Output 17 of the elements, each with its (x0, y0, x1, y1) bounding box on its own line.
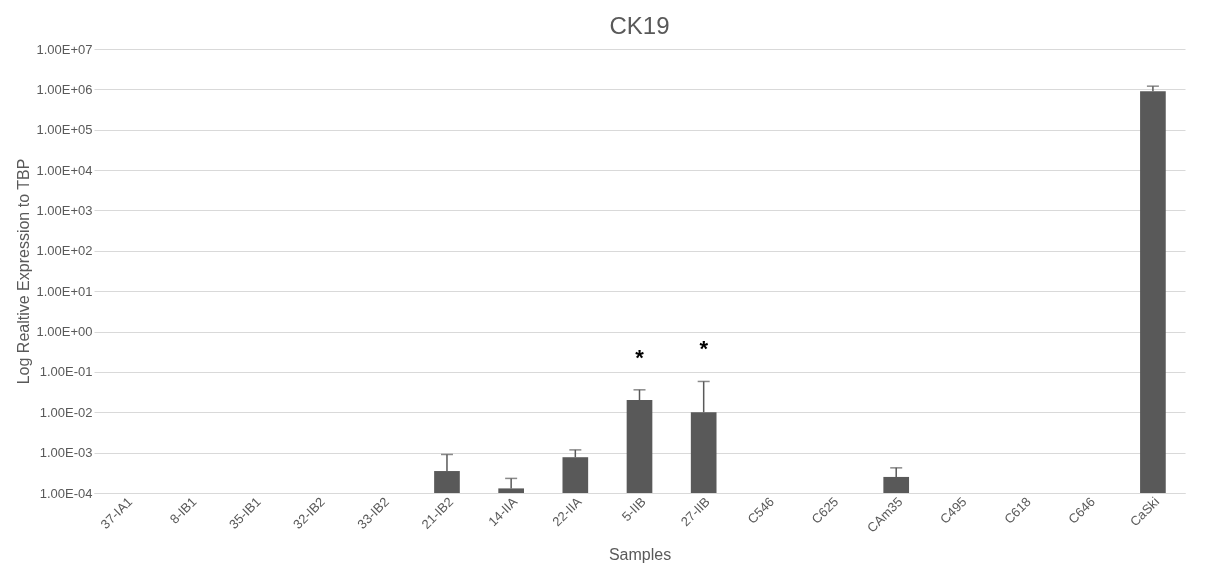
y-tick-label: 1.00E+04 (36, 162, 93, 178)
y-tick-label: 1.00E+00 (36, 324, 93, 340)
chart-title: CK19 (609, 12, 670, 39)
y-tick-label: 1.00E+05 (36, 122, 93, 138)
y-tick-label: 1.00E+03 (36, 202, 93, 218)
y-tick-label: 1.00E+01 (36, 283, 93, 299)
y-axis-title: Log Realtive Expression to TBP (15, 158, 33, 385)
y-tick-label: 1.00E+02 (36, 243, 93, 259)
annotation: * (699, 336, 709, 362)
y-tick-label: 1.00E-02 (39, 404, 93, 420)
y-tick-label: 1.00E-01 (39, 364, 93, 380)
y-tick-label: 1.00E-04 (39, 485, 93, 501)
annotation: * (635, 344, 645, 370)
x-axis-title: Samples (608, 546, 672, 564)
y-tick-label: 1.00E+07 (36, 41, 93, 57)
y-tick-label: 1.00E-03 (39, 445, 93, 461)
y-tick-label: 1.00E+06 (36, 81, 93, 97)
